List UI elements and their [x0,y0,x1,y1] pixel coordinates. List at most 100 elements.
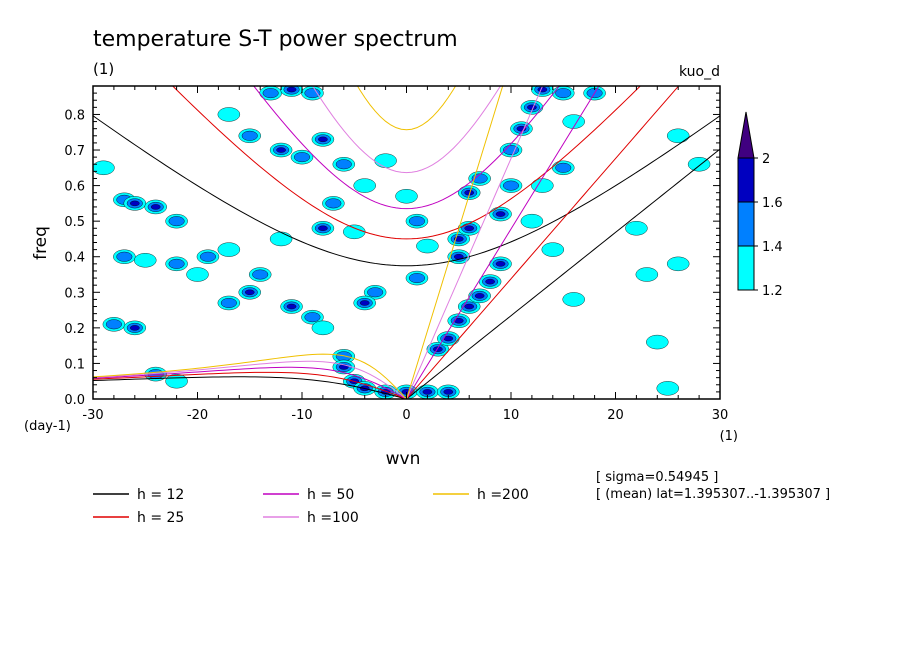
contour-blob [687,157,711,172]
contour-blob [165,256,188,272]
y-tick-label: 0.1 [64,357,85,372]
contour-blob [353,295,376,311]
y-tick-label: 0.4 [64,251,85,266]
contour-blob [280,299,303,314]
colorbar-label: 1.4 [762,240,783,255]
legend-label: h =100 [307,510,359,526]
contour-blob [499,142,523,158]
dispersion-curve [93,115,720,399]
contour-blob [405,270,429,286]
legend-entry: h = 25 [93,510,184,526]
chart-title: temperature S-T power spectrum [93,27,458,52]
contour-blob [489,256,512,272]
contour-blob [531,86,554,97]
x-axis-label: wvn [386,449,421,469]
contour-blob [635,267,659,282]
contour-blob [416,384,439,399]
x-axis-unit: (1) [720,429,738,444]
contour-blob [458,299,481,314]
contour-blob [165,374,188,389]
colorbar-segment [737,201,755,247]
y-tick-label: 0.5 [64,215,85,230]
x-tick-label: -30 [82,408,103,423]
contour-blob [552,160,575,176]
sigma-note: [ sigma=0.54945 ] [596,470,718,485]
contour-blob [562,292,585,307]
legend-label: h =200 [477,487,529,503]
contour-blob [311,320,335,336]
contour-blob [134,253,157,268]
contour-blob [186,267,209,282]
contour-blob [217,107,241,122]
dispersion-curve [93,86,544,399]
contour-blob [468,288,491,304]
contour-blob [447,313,470,328]
contour-blob [552,86,575,101]
y-tick-label: 0.8 [64,108,85,123]
colorbar-segment [737,245,755,291]
contour-blob [458,185,481,200]
contour-blob [269,231,293,247]
y-tick-label: 0.6 [64,180,85,195]
colorbar-arrow [737,111,755,159]
contour-blob [332,157,355,172]
x-tick-label: -10 [291,408,312,423]
legend-label: h = 25 [137,510,184,526]
legend-entry: h = 12 [93,487,184,503]
contour-blob [290,149,314,165]
colorbar-label: 1.2 [762,284,783,299]
contour-blob [646,334,669,350]
contour-blob [395,189,418,204]
legend-entry: h = 50 [263,487,354,503]
colorbar-label: 1.6 [762,196,783,211]
contour-blob [311,221,335,236]
x-tick-label: 0 [402,408,410,423]
contour-blob [249,267,272,282]
contour-blob [363,285,387,300]
dispersion-curve [93,86,680,399]
contour-blob [520,213,544,229]
contour-blob [144,199,167,215]
contour-blob [625,221,648,236]
contour-blob [165,213,188,229]
colorbar-segment [737,157,755,203]
contour-blob [667,256,690,272]
legend: h = 12 h = 25 h = 50 h =100 h =200 [93,487,529,526]
contour-blob [280,86,303,97]
contour-blob [238,285,261,300]
contour-blob [123,196,147,211]
contour-blob [489,206,512,222]
legend-label: h = 12 [137,487,184,503]
contour-blob [238,128,261,143]
y-tick-label: 0.0 [64,393,85,408]
y-tick-label: 0.7 [64,144,85,159]
y-axis-label: freq [31,226,51,260]
colorbar-label: 2 [762,152,770,167]
dispersion-curve [93,86,600,399]
contour-blob [541,242,564,257]
legend-entry: h =200 [433,487,529,503]
contour-blob [301,309,324,325]
contour-blob [416,238,439,254]
x-tick-label: -20 [187,408,208,423]
legend-entry: h =100 [263,510,359,526]
x-tick-label: 10 [503,408,520,423]
contour-blob [458,221,481,236]
contour-blob [113,249,136,264]
contour-blob [311,132,335,147]
dispersion-curve [93,86,504,399]
legend-label: h = 50 [307,487,354,503]
contour-blob [426,342,450,357]
contour-blob [468,171,491,186]
contour-blob [343,224,366,240]
colorbar: 1.2 1.4 1.6 2 [737,111,783,299]
contour-blob [405,213,429,229]
y-tick-label: 0.2 [64,322,85,337]
y-axis-unit: (day-1) [24,419,71,434]
plot-background [93,86,720,399]
chart-subtitle-right: kuo_d [679,64,720,80]
contour-blob [499,178,523,193]
contour-blob [196,249,220,264]
contour-blob [93,160,115,176]
contour-blob [269,142,293,158]
